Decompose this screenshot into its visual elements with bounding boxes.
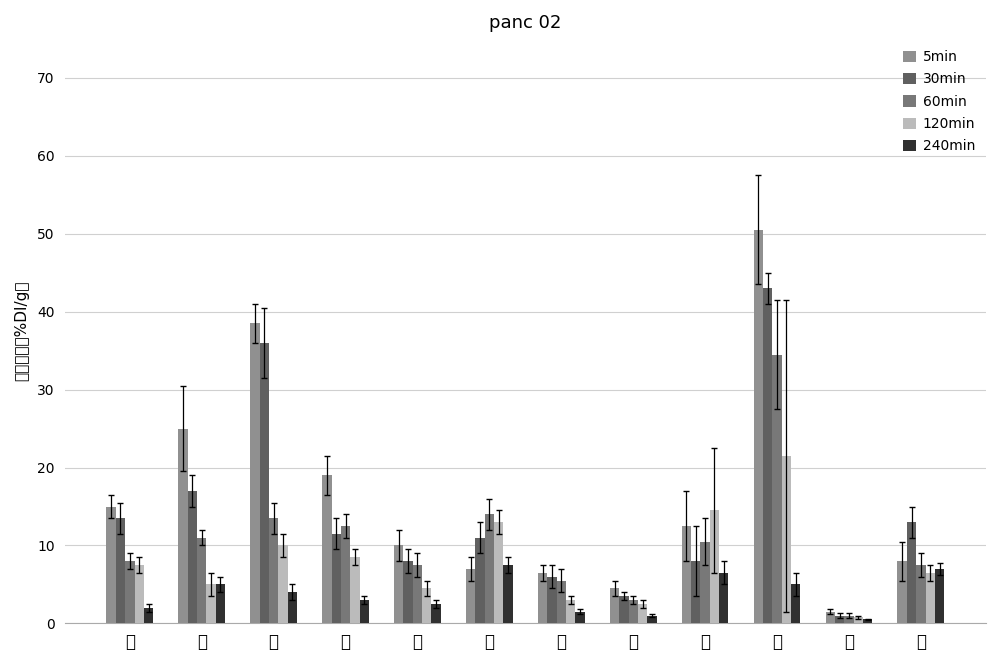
Bar: [494, 522, 503, 623]
Bar: [322, 475, 332, 623]
Bar: [278, 545, 288, 623]
Bar: [341, 526, 350, 623]
Bar: [206, 585, 216, 623]
Bar: [782, 456, 791, 623]
Bar: [897, 561, 907, 623]
Bar: [197, 538, 206, 623]
Bar: [566, 600, 575, 623]
Bar: [394, 545, 403, 623]
Legend: 5min, 30min, 60min, 120min, 240min: 5min, 30min, 60min, 120min, 240min: [899, 46, 979, 158]
Bar: [350, 557, 360, 623]
Title: panc 02: panc 02: [489, 14, 562, 32]
Bar: [691, 561, 700, 623]
Bar: [422, 589, 431, 623]
Bar: [216, 585, 225, 623]
Bar: [332, 534, 341, 623]
Bar: [503, 565, 513, 623]
Bar: [466, 569, 475, 623]
Bar: [926, 573, 935, 623]
Bar: [144, 608, 153, 623]
Bar: [791, 585, 800, 623]
Bar: [835, 616, 844, 623]
Bar: [475, 538, 485, 623]
Bar: [916, 565, 926, 623]
Bar: [844, 616, 854, 623]
Bar: [431, 604, 441, 623]
Bar: [619, 596, 629, 623]
Bar: [116, 518, 125, 623]
Bar: [682, 526, 691, 623]
Bar: [575, 612, 585, 623]
Bar: [485, 514, 494, 623]
Bar: [547, 577, 557, 623]
Bar: [647, 616, 657, 623]
Bar: [360, 600, 369, 623]
Bar: [403, 561, 413, 623]
Bar: [135, 565, 144, 623]
Bar: [638, 604, 647, 623]
Bar: [288, 593, 297, 623]
Bar: [260, 343, 269, 623]
Bar: [269, 518, 278, 623]
Bar: [106, 507, 116, 623]
Bar: [178, 429, 188, 623]
Y-axis label: 组织摄取（%DI/g）: 组织摄取（%DI/g）: [14, 281, 29, 382]
Bar: [538, 573, 547, 623]
Bar: [125, 561, 135, 623]
Bar: [719, 573, 728, 623]
Bar: [629, 600, 638, 623]
Bar: [826, 612, 835, 623]
Bar: [188, 491, 197, 623]
Bar: [854, 617, 863, 623]
Bar: [754, 230, 763, 623]
Bar: [935, 569, 944, 623]
Bar: [763, 289, 772, 623]
Bar: [413, 565, 422, 623]
Bar: [710, 511, 719, 623]
Bar: [557, 581, 566, 623]
Bar: [700, 541, 710, 623]
Bar: [907, 522, 916, 623]
Bar: [250, 323, 260, 623]
Bar: [863, 620, 872, 623]
Bar: [772, 354, 782, 623]
Bar: [610, 589, 619, 623]
